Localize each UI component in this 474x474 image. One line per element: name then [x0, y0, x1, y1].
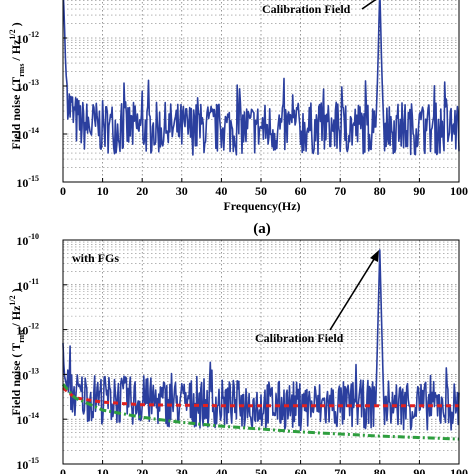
- chart-a: 0 10 20 30 40 50 60 70 80 90 100 10-15 10-14 10-13 10…: [8, 0, 468, 237]
- chart-a-annotation: Calibration Field: [262, 2, 351, 16]
- x-tick-label: 50: [255, 184, 267, 198]
- x-tick-label: 20: [136, 184, 148, 198]
- x-tick-label: 100: [450, 466, 468, 474]
- y-tick-label: 10-15: [16, 174, 39, 190]
- y-tick-label: 10-15: [16, 456, 39, 472]
- y-tick-label: 10-14: [16, 126, 39, 142]
- y-tick-label: 10-12: [16, 30, 39, 46]
- chart-b-annotation-arrow: [329, 255, 377, 331]
- chart-b-series: [61, 249, 460, 441]
- x-tick-label: 10: [97, 184, 109, 198]
- x-tick-label: 0: [60, 466, 66, 474]
- chart-a-xlabel: Frequency(Hz): [223, 199, 300, 213]
- x-tick-label: 70: [334, 466, 346, 474]
- chart-a-panel-label: (a): [253, 221, 271, 237]
- x-tick-label: 40: [215, 466, 227, 474]
- chart-a-annotation-arrow: [361, 0, 377, 10]
- y-tick-label: 10-12: [16, 322, 39, 338]
- chart-a-series: [62, 0, 460, 156]
- x-tick-label: 80: [374, 184, 386, 198]
- chart-b-y-ticks: 10-15 10-14 10-13 10-12 10-11 10-10: [16, 232, 67, 472]
- chart-b-annotation-arrowhead: [370, 250, 379, 262]
- series-line: [62, 386, 459, 408]
- series-line: [61, 383, 460, 441]
- x-tick-label: 0: [60, 184, 66, 198]
- chart-a-x-ticks: 0 10 20 30 40 50 60 70 80 90 100: [60, 178, 468, 198]
- x-tick-label: 50: [255, 466, 267, 474]
- x-tick-label: 30: [176, 184, 188, 198]
- x-tick-label: 90: [413, 466, 425, 474]
- x-tick-label: 30: [176, 466, 188, 474]
- x-tick-label: 80: [374, 466, 386, 474]
- chart-a-grid: [62, 0, 460, 183]
- y-tick-label: 10-13: [16, 366, 39, 382]
- chart-b-grid: [62, 240, 460, 465]
- y-tick-label: 10-10: [16, 232, 39, 248]
- y-tick-label: 10-11: [17, 277, 39, 293]
- x-tick-label: 40: [215, 184, 227, 198]
- x-tick-label: 10: [97, 466, 109, 474]
- chart-b-ylabel: Field noise ( Trms / Hz1/2 ): [8, 288, 26, 415]
- chart-b-x-ticks: 0 10 20 30 40 50 60 70 80 90 100: [60, 460, 468, 474]
- x-tick-label: 70: [334, 184, 346, 198]
- x-tick-label: 20: [136, 466, 148, 474]
- x-tick-label: 90: [413, 184, 425, 198]
- series-line: [62, 0, 460, 156]
- y-tick-label: 10-13: [16, 78, 39, 94]
- chart-a-ylabel: Field noise ( Trms / Hz1/2 ): [8, 22, 26, 149]
- x-tick-label: 60: [295, 466, 307, 474]
- x-tick-label: 60: [295, 184, 307, 198]
- chart-b: 0 10 20 30 40 50 60 70 80 90 100 10-1510-1410-1310…: [8, 232, 468, 474]
- y-tick-label: 10-14: [16, 411, 39, 427]
- chart-b-annotation: Calibration Field: [255, 331, 344, 345]
- x-tick-label: 100: [450, 184, 468, 198]
- chart-b-legend-text: with FGs: [72, 251, 119, 265]
